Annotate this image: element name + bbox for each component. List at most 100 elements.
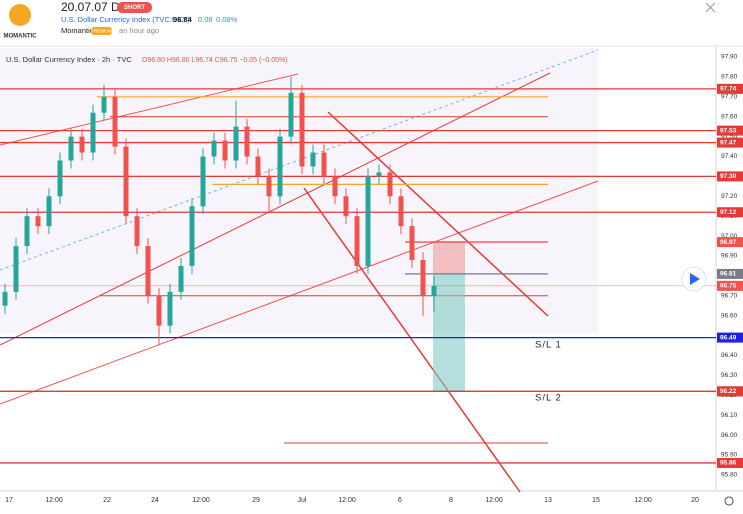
risk-zone [433,241,465,273]
candle-body [277,136,283,197]
price-tag-label: 96.97 [720,239,737,246]
candle-body [112,96,118,147]
logo-text: MOMANTIC [4,34,38,40]
time-label: 12:00 [45,497,63,504]
time-label: 29 [252,497,260,504]
candle-body [244,126,250,157]
time-ago: an hour ago [119,26,159,35]
candle-body [288,92,294,137]
candle-body [46,196,52,227]
price-tick-label: 96.60 [721,312,738,319]
price-tick-label: 96.10 [721,412,738,419]
price-tick-label: 96.00 [721,432,738,439]
price-tag [717,237,743,248]
time-label: 12:00 [634,497,652,504]
price-tick-label: 96.30 [721,372,738,379]
price-tag [717,457,743,468]
price-tick-label: 97.00 [721,233,738,240]
author[interactable]: Momantic_FX [61,26,107,35]
candle-body [420,259,426,296]
price-tag-label: 97.53 [720,127,737,134]
trend-line [0,180,599,405]
candle-body [233,126,239,161]
time-label: 24 [151,497,159,504]
price-tick-label: 95.80 [721,472,738,479]
candle-body [266,176,272,197]
time-label: 17 [5,497,13,504]
candle-body [145,246,151,296]
candle-body [332,176,338,197]
candle-body [343,196,349,217]
change-pct: 0.08% [216,15,238,24]
candle-body [90,112,96,153]
legend-name: U.S. Dollar Currency Index · 2h · TVC [6,55,132,64]
price-tick-label: 97.80 [721,74,738,81]
play-icon [690,273,700,285]
price-tag-label: 97.30 [720,173,737,180]
trend-line-dashed [0,49,599,271]
candle-body [321,152,327,177]
candle-body [156,295,162,326]
logo-icon [9,4,31,26]
trend-line [0,73,299,146]
candle-body [13,246,19,292]
price-tag [717,83,743,94]
time-label: 12:00 [192,497,210,504]
highlight-zone [0,48,598,333]
price-tag [717,171,743,182]
price-tag [717,268,743,279]
candle-body [68,136,74,161]
chart: U.S. Dollar Currency Index · 2h · TVC O96… [0,47,743,506]
sl-label: S/L 2 [535,393,562,404]
candle-body [79,136,85,153]
time-label: 20 [691,497,699,504]
premium-text: PREMIUM [91,29,113,34]
candle-body [24,216,30,247]
price-tick-label: 97.90 [721,54,738,61]
price-tag-label: 95.86 [720,460,737,467]
candle-body [255,156,261,177]
price-tag-label: 97.74 [720,86,737,93]
candle-body [299,92,305,167]
badge-text: SHORT [124,5,145,11]
reward-zone [433,273,465,391]
time-label: 6 [398,497,402,504]
candle-body [200,156,206,207]
change: 0.08 [198,15,213,24]
price-tag [717,332,743,343]
price-tick-label: 97.60 [721,113,738,120]
price-tick-label: 96.40 [721,352,738,359]
candle-body [35,216,41,227]
price-tag [717,386,743,397]
price-tag-label: 96.22 [720,388,737,395]
candle-body [211,140,217,157]
price-tag [717,207,743,218]
price-tag [717,137,743,148]
candle-body [167,291,173,326]
down-channel [303,187,521,493]
time-label: 13 [544,497,552,504]
time-label: 8 [449,497,453,504]
sl-label: S/L 1 [535,340,562,351]
idea-title: 20.07.07 DXY [61,0,136,14]
candle-body [376,172,382,177]
candle-body [310,152,316,167]
expand-icon[interactable] [705,2,716,13]
price-tag-label: 96.75 [720,283,737,290]
time-label: 12:00 [485,497,503,504]
candle-body [134,216,140,247]
candle-body [409,226,415,260]
price: 96.84 [173,15,193,24]
settings-icon [724,496,734,506]
symbol-link[interactable]: U.S. Dollar Currency Index (TVC:DXY) [61,15,190,24]
trend-line [0,72,551,346]
price-tag-label: 96.49 [720,334,737,341]
candle-body [398,196,404,227]
candle-body [2,291,8,306]
short-badge [117,2,152,13]
price-tick-label: 96.90 [721,253,738,260]
time-label: 12:00 [338,497,356,504]
candle-body [123,146,129,217]
